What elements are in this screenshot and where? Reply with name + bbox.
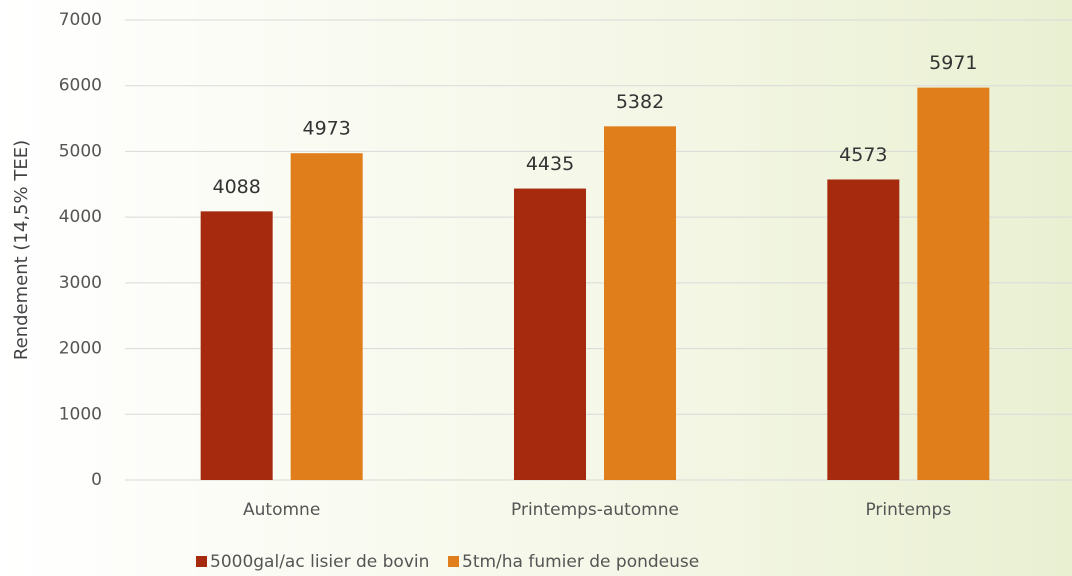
legend-label: 5000gal/ac lisier de bovin — [210, 552, 429, 572]
bar — [514, 188, 586, 481]
y-axis-label: Rendement (14,5% TEE) — [11, 140, 32, 360]
y-tick-label: 0 — [91, 470, 102, 490]
value-label: 4573 — [839, 144, 887, 166]
bar — [290, 153, 363, 480]
y-tick-label: 2000 — [59, 339, 102, 359]
bar — [604, 126, 676, 480]
bar — [827, 179, 900, 480]
legend-swatch — [448, 556, 459, 567]
legend-label: 5tm/ha fumier de pondeuse — [462, 552, 699, 572]
value-label: 4973 — [302, 118, 350, 140]
value-label: 4088 — [212, 176, 260, 198]
value-label: 4435 — [526, 153, 574, 175]
y-tick-label: 4000 — [59, 207, 102, 227]
bar — [200, 211, 273, 481]
y-tick-label: 6000 — [59, 76, 102, 96]
bar — [917, 87, 990, 481]
x-tick-label: Printemps-automne — [511, 500, 679, 520]
x-tick-label: Printemps — [865, 500, 951, 520]
y-tick-label: 3000 — [59, 273, 102, 293]
y-tick-label: 7000 — [59, 10, 102, 30]
legend-swatch — [196, 556, 207, 567]
value-label: 5382 — [616, 91, 664, 113]
y-tick-label: 5000 — [59, 141, 102, 161]
value-label: 5971 — [929, 52, 977, 74]
x-tick-label: Automne — [243, 500, 320, 520]
y-tick-label: 1000 — [59, 404, 102, 424]
